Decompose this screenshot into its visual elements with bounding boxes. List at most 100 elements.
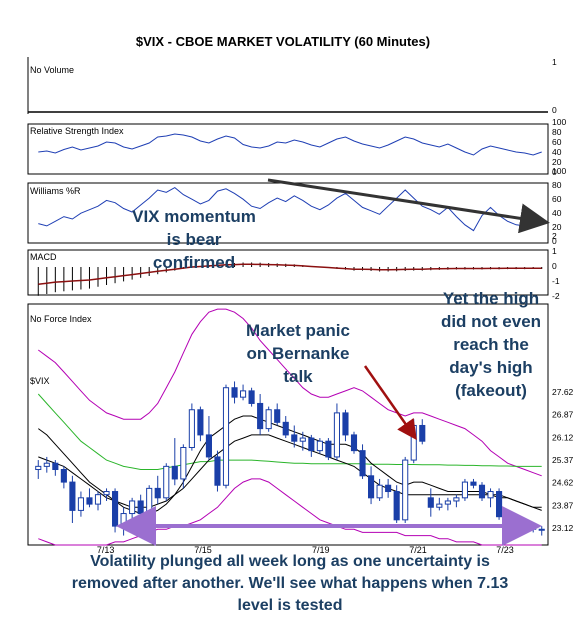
- macd-label: MACD: [30, 252, 57, 262]
- candle-body: [197, 409, 204, 436]
- candle-body: [393, 491, 400, 521]
- candle-body: [325, 440, 332, 458]
- y-tick-label: 20: [552, 157, 562, 167]
- y-tick-label: 26.87: [552, 410, 574, 420]
- candle-body: [453, 497, 460, 502]
- candlesticks: [35, 381, 545, 536]
- candle-body: [60, 469, 67, 483]
- candle-body: [419, 424, 426, 442]
- candle-body: [77, 497, 84, 511]
- candle-body: [112, 491, 119, 527]
- candle-body: [188, 409, 195, 448]
- x-tick-label: 7/19: [312, 545, 330, 555]
- bollinger-upper-line: [38, 308, 542, 477]
- candle-body: [282, 421, 289, 436]
- y-tick-label: 26.12: [552, 432, 574, 442]
- x-axis-ticks: 7/13 7/15 7/19 7/21 7/23: [97, 545, 514, 555]
- candle-body: [376, 484, 383, 499]
- panic-pointer-arrow: [363, 365, 417, 441]
- candle-body: [222, 387, 230, 486]
- candle-body: [274, 409, 281, 423]
- candle-body: [513, 528, 520, 531]
- high-line-3: reach the: [453, 335, 529, 354]
- high-line-5: (fakeout): [455, 381, 527, 400]
- candle-body: [410, 424, 417, 461]
- momentum-line-1: VIX momentum: [132, 207, 256, 226]
- footer-annotation: Volatility plunged all week long as one …: [72, 553, 509, 614]
- candle-body: [52, 462, 59, 471]
- volume-label: No Volume: [30, 65, 74, 75]
- y-tick-label: 1: [552, 246, 557, 256]
- candle-body: [291, 434, 298, 442]
- candle-body: [402, 459, 409, 521]
- panic-annotation: Market panic on Bernanke talk: [246, 321, 350, 386]
- indicator-lines: [37, 133, 543, 296]
- high-line-4: day's high: [449, 358, 532, 377]
- y-tick-label: 27.62: [552, 387, 574, 397]
- candle-body: [154, 487, 161, 499]
- candle-body: [265, 409, 272, 430]
- footer-line-3: level is tested: [238, 597, 343, 614]
- y-tick-label: -2: [552, 291, 560, 301]
- candle-body: [240, 390, 247, 398]
- candle-body: [470, 481, 477, 486]
- high-annotation: Yet the high did not even reach the day'…: [441, 289, 541, 400]
- williams-line: [38, 186, 542, 232]
- rsi-label: Relative Strength Index: [30, 126, 124, 136]
- candle-body: [180, 446, 187, 480]
- candle-body: [69, 481, 76, 511]
- x-tick-label: 7/23: [496, 545, 514, 555]
- y-tick-label: 80: [552, 180, 562, 190]
- candle-body: [43, 462, 50, 467]
- panic-line-2: on Bernanke: [247, 344, 350, 363]
- y-tick-label: 23.12: [552, 523, 574, 533]
- force-label: No Force Index: [30, 314, 92, 324]
- momentum-trend-arrow: [267, 178, 550, 234]
- candle-body: [35, 465, 42, 471]
- high-line-2: did not even: [441, 312, 541, 331]
- williams-label: Williams %R: [30, 186, 81, 196]
- candle-body: [496, 491, 503, 518]
- candle-body: [385, 484, 392, 493]
- candle-body: [94, 494, 102, 505]
- y-tick-label: 0: [552, 167, 557, 177]
- sma-line: [37, 393, 542, 470]
- axis-ticks: 10100806040200100806040200210-1-227.6226…: [552, 57, 574, 533]
- y-tick-label: 2: [552, 231, 557, 241]
- candle-body: [129, 500, 136, 515]
- y-tick-label: 20: [552, 222, 562, 232]
- candle-body: [171, 465, 178, 480]
- momentum-annotation: VIX momentum is bear confirmed: [132, 207, 256, 272]
- candle-body: [308, 437, 315, 452]
- y-tick-label: 24.62: [552, 478, 574, 488]
- candle-body: [359, 450, 366, 477]
- footer-line-1: Volatility plunged all week long as one …: [90, 553, 490, 570]
- candle-body: [257, 402, 264, 430]
- candle-body: [444, 500, 451, 505]
- panic-line-3: talk: [283, 367, 313, 386]
- macd-signal-line: [38, 263, 542, 286]
- candle-body: [146, 487, 153, 515]
- high-line-1: Yet the high: [443, 289, 539, 308]
- candle-body: [333, 412, 340, 458]
- x-tick-label: 7/15: [194, 545, 212, 555]
- candle-body: [214, 456, 221, 486]
- candle-body: [427, 497, 434, 508]
- chart-title: $VIX - CBOE MARKET VOLATILITY (60 Minute…: [136, 34, 430, 49]
- y-tick-label: 0: [552, 236, 557, 246]
- y-tick-label: 1: [552, 57, 557, 67]
- x-tick-label: 7/21: [409, 545, 427, 555]
- candle-body: [299, 437, 306, 442]
- candle-body: [163, 465, 170, 499]
- candle-body: [538, 528, 545, 531]
- y-tick-label: 60: [552, 194, 562, 204]
- footer-line-2: removed after another. We'll see what ha…: [72, 575, 509, 592]
- y-tick-label: 0: [552, 261, 557, 271]
- y-tick-label: 60: [552, 137, 562, 147]
- candle-body: [342, 412, 349, 436]
- momentum-line-3: confirmed: [153, 253, 235, 272]
- y-tick-label: 40: [552, 147, 562, 157]
- candle-body: [461, 481, 468, 499]
- candle-body: [137, 500, 144, 515]
